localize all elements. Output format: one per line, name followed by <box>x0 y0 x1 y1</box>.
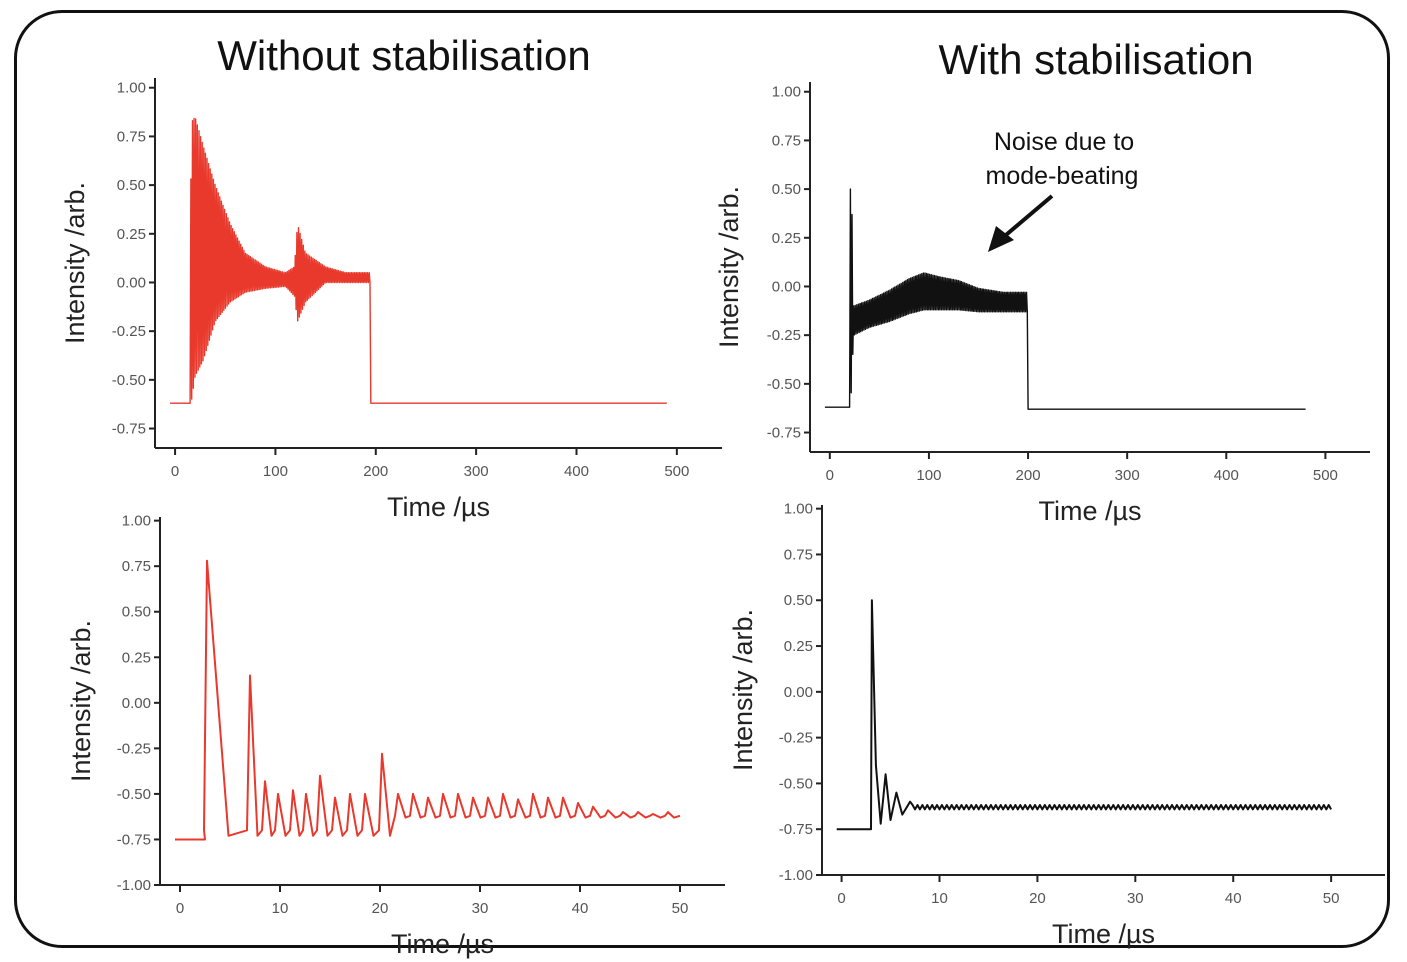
x-axis-label: Time /µs <box>391 929 494 959</box>
y-tick-label: 1.00 <box>784 501 813 518</box>
y-tick-label: 0.25 <box>784 638 813 655</box>
x-tick-label: 0 <box>826 467 834 484</box>
y-tick-label: -0.75 <box>112 421 146 438</box>
x-tick-label: 100 <box>263 463 288 480</box>
series-line <box>170 117 667 404</box>
x-tick-label: 40 <box>1225 890 1242 907</box>
x-tick-label: 50 <box>1323 890 1340 907</box>
x-tick-label: 30 <box>472 900 489 917</box>
y-tick-label: -0.50 <box>117 786 151 803</box>
y-tick-label: 0.75 <box>117 128 146 145</box>
x-tick-label: 200 <box>1016 467 1041 484</box>
series-line <box>836 599 1332 831</box>
annotation-arrow-shaft <box>998 194 1054 242</box>
x-tick-label: 10 <box>272 900 289 917</box>
y-tick-label: 0.50 <box>772 181 801 198</box>
annotation-arrowhead <box>988 226 1014 252</box>
annotation-line2: mode-beating <box>986 162 1139 190</box>
panel-top-right: 0 100 200 300 400 500 1.00 0.75 0.50 0.25 0.00 -0.2… <box>714 82 1370 526</box>
y-tick-label: -0.50 <box>779 775 813 792</box>
y-tick-label: -0.25 <box>767 327 801 344</box>
x-tick-label: 0 <box>837 890 845 907</box>
annotation-line1: Noise due to <box>994 128 1134 156</box>
x-tick-label: 100 <box>916 467 941 484</box>
y-tick-label: -1.00 <box>117 877 151 894</box>
y-tick-label: -0.50 <box>767 376 801 393</box>
title-left: Without stabilisation <box>217 32 591 79</box>
y-tick-label: 1.00 <box>122 513 151 530</box>
series-line <box>175 559 681 841</box>
x-tick-label: 0 <box>176 900 184 917</box>
y-tick-label: -0.75 <box>117 831 151 848</box>
y-tick-label: -0.25 <box>117 740 151 757</box>
y-tick-label: 0.75 <box>784 546 813 563</box>
y-tick-label: 0.25 <box>117 226 146 243</box>
y-tick-label: 0.00 <box>122 695 151 712</box>
figure-frame <box>14 10 1390 948</box>
y-tick-label: 1.00 <box>117 80 146 97</box>
x-tick-label: 300 <box>1115 467 1140 484</box>
y-tick-label: -0.75 <box>779 821 813 838</box>
annotation: Noise due to mode-beating <box>986 128 1139 252</box>
y-tick-label: 0.00 <box>117 274 146 291</box>
y-tick-label: 0.25 <box>772 230 801 247</box>
y-tick-label: -0.75 <box>767 425 801 442</box>
y-tick-label: -0.25 <box>112 323 146 340</box>
title-right: With stabilisation <box>938 36 1253 83</box>
x-tick-label: 50 <box>672 900 689 917</box>
y-tick-label: 0.00 <box>784 684 813 701</box>
x-axis-label: Time /µs <box>387 492 490 522</box>
panel-bottom-left: 0 10 20 30 40 50 1.00 0.75 0.50 0.25 0.00 -0.25 -0.5… <box>66 513 725 959</box>
y-tick-label: -1.00 <box>779 867 813 884</box>
x-tick-label: 30 <box>1127 890 1144 907</box>
y-tick-label: 0.75 <box>122 558 151 575</box>
y-tick-label: 0.50 <box>784 592 813 609</box>
x-tick-label: 20 <box>372 900 389 917</box>
panel-top-left: 0 100 200 300 400 500 1.00 0.75 0.50 0.25 0.00 -0.2… <box>60 78 722 522</box>
x-tick-label: 400 <box>564 463 589 480</box>
x-tick-label: 40 <box>572 900 589 917</box>
y-axis-label: Intensity /arb. <box>66 620 96 782</box>
y-axis-label: Intensity /arb. <box>714 186 744 348</box>
y-tick-label: 0.75 <box>772 132 801 149</box>
y-tick-label: -0.50 <box>112 372 146 389</box>
panel-bottom-right: 0 10 20 30 40 50 1.00 0.75 0.50 0.25 0.00 -0.25 -0.5… <box>728 501 1385 949</box>
x-tick-label: 10 <box>931 890 948 907</box>
y-tick-label: 1.00 <box>772 84 801 101</box>
x-axis-label: Time /µs <box>1038 496 1141 526</box>
y-tick-label: 0.00 <box>772 278 801 295</box>
x-tick-label: 500 <box>1313 467 1338 484</box>
x-tick-label: 400 <box>1214 467 1239 484</box>
y-axis-label: Intensity /arb. <box>60 182 90 344</box>
x-tick-label: 0 <box>171 463 179 480</box>
y-tick-label: 0.50 <box>122 604 151 621</box>
x-axis-label: Time /µs <box>1052 919 1155 949</box>
x-tick-label: 20 <box>1029 890 1046 907</box>
series-line <box>824 188 1306 410</box>
y-tick-label: -0.25 <box>779 730 813 747</box>
y-tick-label: 0.50 <box>117 177 146 194</box>
x-tick-label: 300 <box>464 463 489 480</box>
y-axis-label: Intensity /arb. <box>728 609 758 771</box>
y-tick-label: 0.25 <box>122 649 151 666</box>
x-tick-label: 200 <box>363 463 388 480</box>
x-tick-label: 500 <box>664 463 689 480</box>
